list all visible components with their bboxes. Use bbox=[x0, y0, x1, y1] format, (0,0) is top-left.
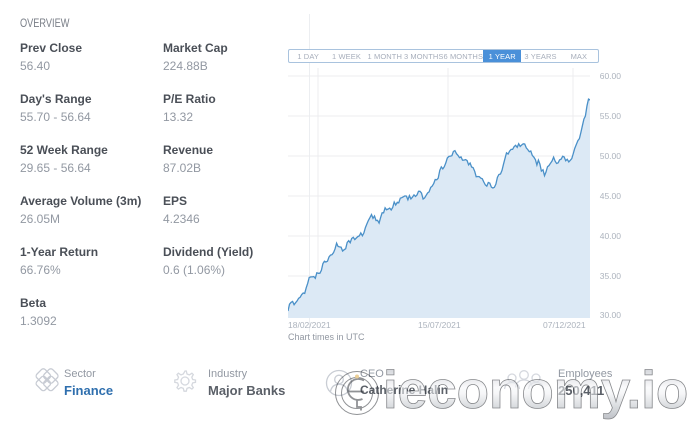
svg-text:ieconomy.io: ieconomy.io bbox=[383, 361, 688, 420]
